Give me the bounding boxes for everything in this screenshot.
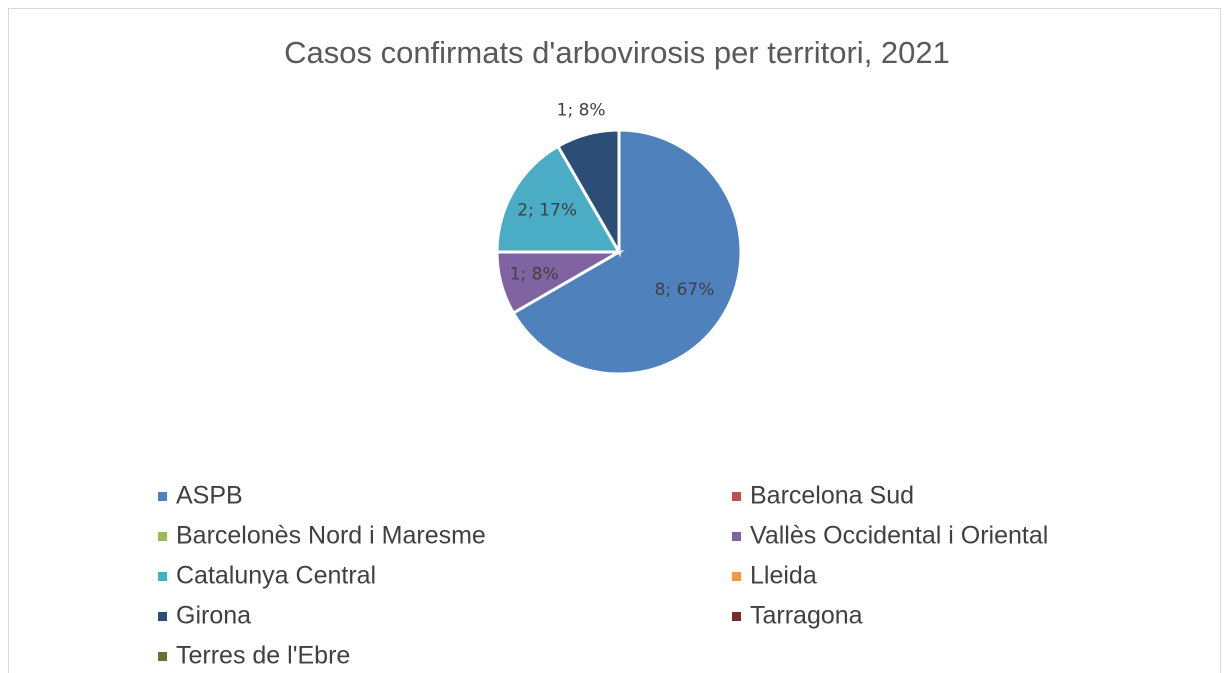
pie-slice <box>555 128 621 258</box>
legend-swatch <box>158 612 167 621</box>
legend-label: Barcelonès Nord i Maresme <box>176 522 486 550</box>
data-label: 8; 67% <box>655 280 715 300</box>
legend-swatch <box>732 492 741 501</box>
pie-slice <box>511 128 743 376</box>
legend-label: Catalunya Central <box>176 562 376 590</box>
legend-swatch <box>732 612 741 621</box>
legend-swatch <box>158 652 167 661</box>
legend-swatch <box>158 532 167 541</box>
legend-swatch <box>732 572 741 581</box>
legend-swatch <box>158 492 167 501</box>
legend-label: ASPB <box>176 482 243 510</box>
legend-swatch <box>158 572 167 581</box>
legend-label: Lleida <box>750 562 817 590</box>
data-label: 2; 17% <box>517 201 577 221</box>
legend-label: Barcelona Sud <box>750 482 914 510</box>
legend-label: Girona <box>176 602 251 630</box>
pie-slice <box>495 144 622 254</box>
legend-label: Tarragona <box>750 602 863 630</box>
chart-title: Casos confirmats d'arbovirosis per terri… <box>284 35 950 70</box>
legend-label: Vallès Occidental i Oriental <box>750 522 1048 550</box>
data-label: 1; 8% <box>557 101 606 121</box>
data-label: 1; 8% <box>510 265 559 285</box>
legend-swatch <box>732 532 741 541</box>
legend-label: Terres de l'Ebre <box>176 642 350 670</box>
